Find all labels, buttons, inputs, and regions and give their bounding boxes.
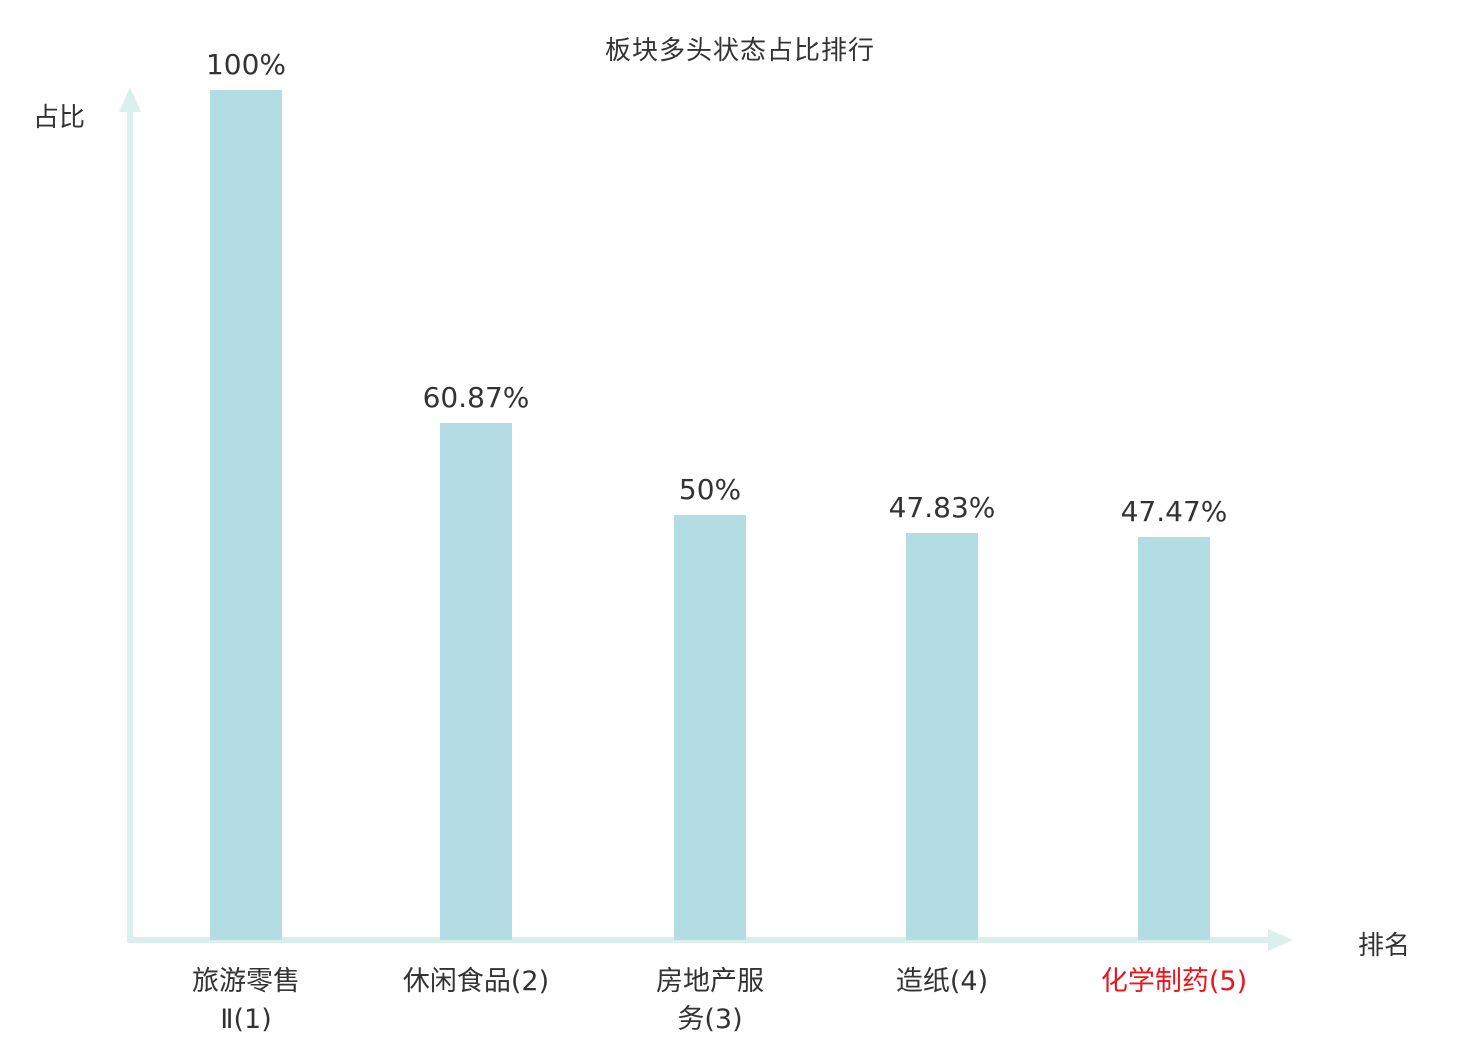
category-label: 化学制药(5): [1100, 966, 1248, 997]
category-label: 房地产服 务(3): [656, 966, 764, 1035]
bar-value-label: 60.87%: [422, 381, 530, 414]
bar-value-label: 100%: [205, 48, 287, 81]
category-label: 旅游零售 Ⅱ(1): [192, 966, 300, 1035]
x-axis-arrow-icon: [1268, 929, 1293, 951]
x-axis-label: 排名: [1358, 931, 1411, 961]
bar: [210, 90, 282, 940]
y-axis-arrow-icon: [119, 87, 141, 112]
bar-value-label: 47.47%: [1120, 495, 1228, 528]
bar-value-label: 47.83%: [888, 491, 996, 524]
category-label: 休闲食品(2): [402, 966, 550, 997]
bar: [674, 515, 746, 940]
category-label: 造纸(4): [895, 966, 989, 997]
y-axis-label: 占比: [33, 103, 86, 133]
chart-title: 板块多头状态占比排行: [604, 36, 875, 66]
bar: [1138, 537, 1210, 940]
bar-value-label: 50%: [678, 473, 742, 506]
bar: [440, 423, 512, 940]
bar: [906, 533, 978, 940]
